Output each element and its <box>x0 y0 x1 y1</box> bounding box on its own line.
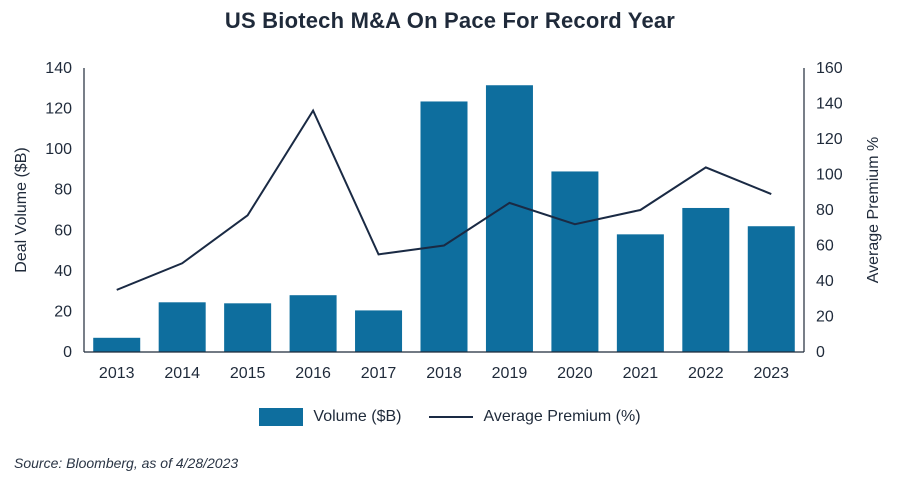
y-left-tick-label: 0 <box>63 344 72 361</box>
y-left-tick-label: 80 <box>54 182 72 199</box>
axes-layer <box>83 68 805 353</box>
bar-2020 <box>551 171 599 352</box>
y-right-tick-label: 40 <box>816 273 834 290</box>
y-right-tick-label: 80 <box>816 202 834 219</box>
premium-line-layer <box>116 108 772 291</box>
chart-plot: 0 20 40 60 80 100 120 140 0 20 40 60 80 100 120 140 160 2… <box>13 60 882 382</box>
legend-swatch-premium <box>429 416 474 418</box>
legend-item-premium: Average Premium (%) <box>429 408 641 426</box>
bar-2013 <box>93 337 141 352</box>
y-right-tick-label: 140 <box>816 96 843 113</box>
x-tick-label: 2020 <box>557 365 593 382</box>
y-left-tick-label: 40 <box>54 263 72 280</box>
x-tick-label: 2019 <box>492 365 528 382</box>
y-left-tick-label: 20 <box>54 303 72 320</box>
bar-2014 <box>158 302 206 352</box>
bar-2016 <box>289 295 337 352</box>
legend: Volume ($B) Average Premium (%) <box>0 408 900 426</box>
bar-2021 <box>616 234 664 352</box>
bars-layer <box>93 85 795 352</box>
x-tick-label: 2014 <box>164 365 200 382</box>
bar-2019 <box>485 85 533 352</box>
bar-2017 <box>355 310 403 352</box>
chart-title: US Biotech M&A On Pace For Record Year <box>224 8 676 33</box>
bar-2018 <box>420 101 468 352</box>
y-right-tick-label: 100 <box>816 167 843 184</box>
x-tick-label: 2016 <box>295 365 331 382</box>
y-right-tick-label: 120 <box>816 131 843 148</box>
tick-labels-layer: 0 20 40 60 80 100 120 140 0 20 40 60 80 100 120 140 160 2… <box>13 60 882 382</box>
bar-2015 <box>224 303 272 352</box>
y-right-tick-label: 160 <box>816 60 843 77</box>
x-tick-label: 2021 <box>623 365 659 382</box>
legend-swatch-volume <box>259 408 304 426</box>
x-tick-label: 2017 <box>361 365 397 382</box>
y-left-tick-label: 120 <box>45 101 72 118</box>
y-right-tick-label: 20 <box>816 309 834 326</box>
y-left-tick-label: 140 <box>45 60 72 77</box>
y-right-tick-label: 0 <box>816 344 825 361</box>
y-left-axis-title: Deal Volume ($B) <box>13 147 30 272</box>
premium-line <box>116 108 772 291</box>
source-note: Source: Bloomberg, as of 4/28/2023 <box>14 455 239 471</box>
bar-2022 <box>682 207 730 352</box>
bar-2023 <box>747 226 795 352</box>
legend-label-volume: Volume ($B) <box>313 408 402 425</box>
y-right-tick-label: 60 <box>816 238 834 255</box>
legend-item-volume: Volume ($B) <box>259 408 401 426</box>
x-tick-label: 2015 <box>230 365 266 382</box>
y-right-axis-title: Average Premium % <box>865 137 882 283</box>
x-tick-label: 2013 <box>99 365 135 382</box>
x-tick-label: 2023 <box>753 365 789 382</box>
y-left-tick-label: 60 <box>54 222 72 239</box>
legend-label-premium: Average Premium (%) <box>483 408 641 425</box>
x-tick-label: 2022 <box>688 365 724 382</box>
y-left-tick-label: 100 <box>45 141 72 158</box>
x-tick-label: 2018 <box>426 365 462 382</box>
